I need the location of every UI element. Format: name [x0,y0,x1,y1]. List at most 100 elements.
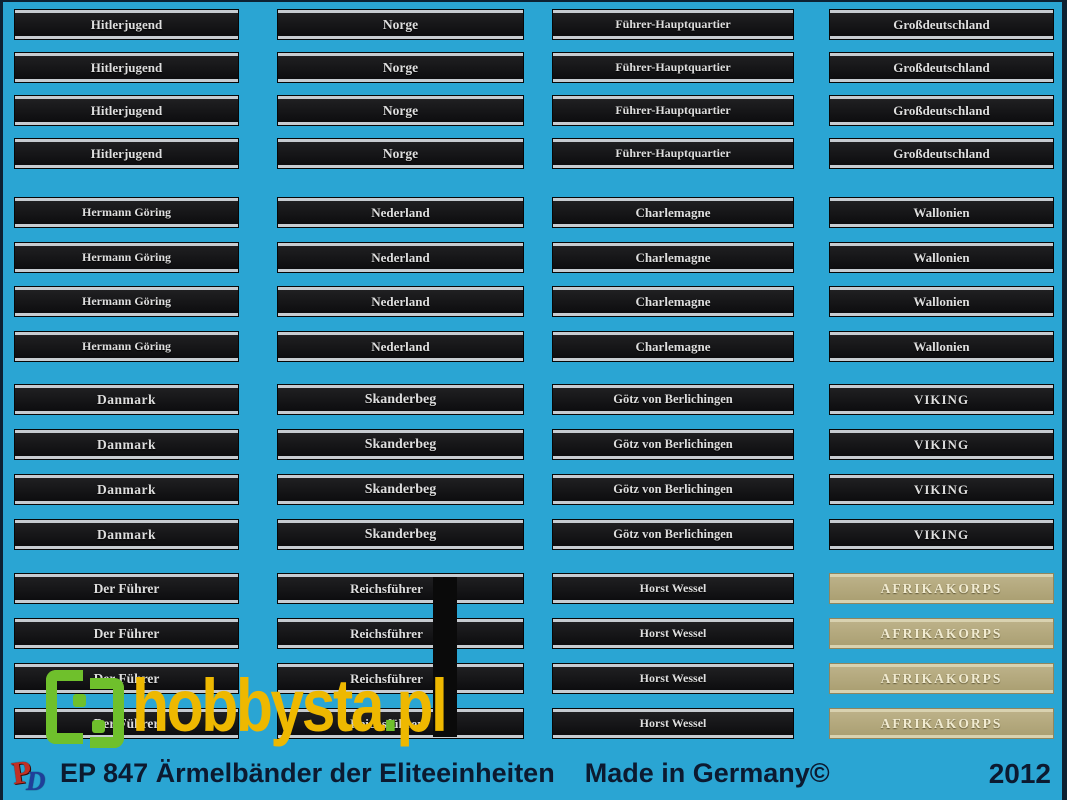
cuff-band: Horst Wessel [553,709,793,738]
cuff-band: Großdeutschland [830,53,1053,82]
cuff-band: VIKING [830,430,1053,459]
cuff-band: Norge [278,53,523,82]
hobbysta-watermark: hobbysta.pl [46,668,514,748]
bracket-left-glyph [46,670,83,744]
cuff-band-label: Charlemagne [635,293,711,309]
cuff-band: Wallonien [830,287,1053,316]
cuff-band-label: Skanderbeg [364,481,437,497]
cuff-band: AFRIKAKORPS [830,619,1053,648]
cuff-band-label: Norge [382,102,419,118]
cuff-band: Wallonien [830,332,1053,361]
cuff-band: Reichsführer [278,664,523,693]
cuff-band: Hitlerjugend [15,139,238,168]
cuff-band-label: Hermann Göring [82,294,171,308]
cuff-band: Großdeutschland [830,96,1053,125]
footer: P D EP 847 Ärmelbänder der Eliteeinheite… [0,750,1067,800]
cuff-band: Charlemagne [553,198,793,227]
bracket-right-glyph [90,678,124,748]
watermark-text-main: hobbysta [132,664,384,747]
caption-title: EP 847 Ärmelbänder der Eliteeinheiten [60,758,555,788]
cuff-band: Wallonien [830,198,1053,227]
cuff-band-label: Nederland [371,249,430,265]
cuff-band-label: Der Führer [93,715,160,731]
cuff-band: AFRIKAKORPS [830,709,1053,738]
cuff-band-label: Hermann Göring [82,205,171,219]
cuff-band: VIKING [830,520,1053,549]
cuff-band: Horst Wessel [553,619,793,648]
cuff-band-label: Horst Wessel [639,716,707,730]
cuff-band-label: AFRIKAKORPS [880,625,1003,641]
cuff-band: Nederland [278,332,523,361]
cuff-band-label: Wallonien [913,293,970,309]
cuff-band-label: Großdeutschland [893,145,990,161]
cuff-band: Horst Wessel [553,574,793,603]
cuff-band-label: Hitlerjugend [90,102,163,118]
cuff-band-label: Charlemagne [635,338,711,354]
cuff-band-label: Götz von Berlichingen [613,437,733,451]
cuff-band-label: Hitlerjugend [90,59,163,75]
cuff-band-label: VIKING [913,481,970,497]
cuff-band-label: Der Führer [93,580,160,596]
cuff-band-label: Götz von Berlichingen [613,392,733,406]
cuff-band: Führer-Hauptquartier [553,53,793,82]
cuff-band-label: Reichsführer [350,625,423,641]
cuff-band-label: VIKING [913,526,970,542]
cuff-band: Reichsführer [278,709,523,738]
cuff-band-label: Reichsführer [350,715,423,731]
bracket-dot [73,694,86,707]
censor-bar [433,577,457,737]
cuff-band: VIKING [830,475,1053,504]
cuff-band: Hitlerjugend [15,96,238,125]
cuff-band-label: Götz von Berlichingen [613,527,733,541]
cuff-band: Hermann Göring [15,243,238,272]
cuff-band: Hermann Göring [15,287,238,316]
cuff-band-label: Hitlerjugend [90,16,163,32]
cuff-band-label: Wallonien [913,204,970,220]
cuff-band-label: AFRIKAKORPS [880,670,1003,686]
cuff-band: Führer-Hauptquartier [553,139,793,168]
cuff-band: Götz von Berlichingen [553,475,793,504]
cuff-band: Wallonien [830,243,1053,272]
cuff-band: Skanderbeg [278,520,523,549]
cuff-band: AFRIKAKORPS [830,664,1053,693]
cuff-band: Skanderbeg [278,385,523,414]
cuff-band: Der Führer [15,619,238,648]
cuff-band: Norge [278,96,523,125]
cuff-band-label: Führer-Hauptquartier [615,17,731,31]
cuff-band-label: Wallonien [913,249,970,265]
cuff-band-label: Skanderbeg [364,436,437,452]
cuff-band-label: VIKING [913,391,970,407]
cuff-band: Götz von Berlichingen [553,385,793,414]
cuff-band-label: Großdeutschland [893,59,990,75]
caption-made-in: Made in Germany© [584,758,830,788]
cuff-band-label: Reichsführer [350,670,423,686]
cuff-band-label: Großdeutschland [893,16,990,32]
cuff-band-label: AFRIKAKORPS [880,580,1003,596]
cuff-band-label: Götz von Berlichingen [613,482,733,496]
sheet-year: 2012 [988,758,1051,789]
cuff-band: Norge [278,139,523,168]
cuff-band: Götz von Berlichingen [553,430,793,459]
cuff-band-label: Skanderbeg [364,526,437,542]
cuff-band-label: Horst Wessel [639,581,707,595]
cuff-band: Nederland [278,287,523,316]
cuff-band-label: Führer-Hauptquartier [615,146,731,160]
cuff-band: Führer-Hauptquartier [553,10,793,39]
cuff-band: Skanderbeg [278,430,523,459]
cuff-band: Charlemagne [553,243,793,272]
cuff-band-label: Führer-Hauptquartier [615,103,731,117]
cuff-band-label: Der Führer [93,625,160,641]
cuff-band: Hermann Göring [15,332,238,361]
cuff-band: Danmark [15,430,238,459]
cuff-band: Götz von Berlichingen [553,520,793,549]
logo-letter-d: D [26,766,46,796]
cuff-band-label: Wallonien [913,338,970,354]
sheet-caption: EP 847 Ärmelbänder der Eliteeinheiten Mad… [60,758,830,789]
cuff-band-label: Danmark [96,391,156,407]
cuff-band-label: Danmark [96,436,156,452]
cuff-band: Danmark [15,520,238,549]
cuff-band-label: Reichsführer [350,580,423,596]
cuff-band: Danmark [15,385,238,414]
cuff-band-label: AFRIKAKORPS [880,715,1003,731]
